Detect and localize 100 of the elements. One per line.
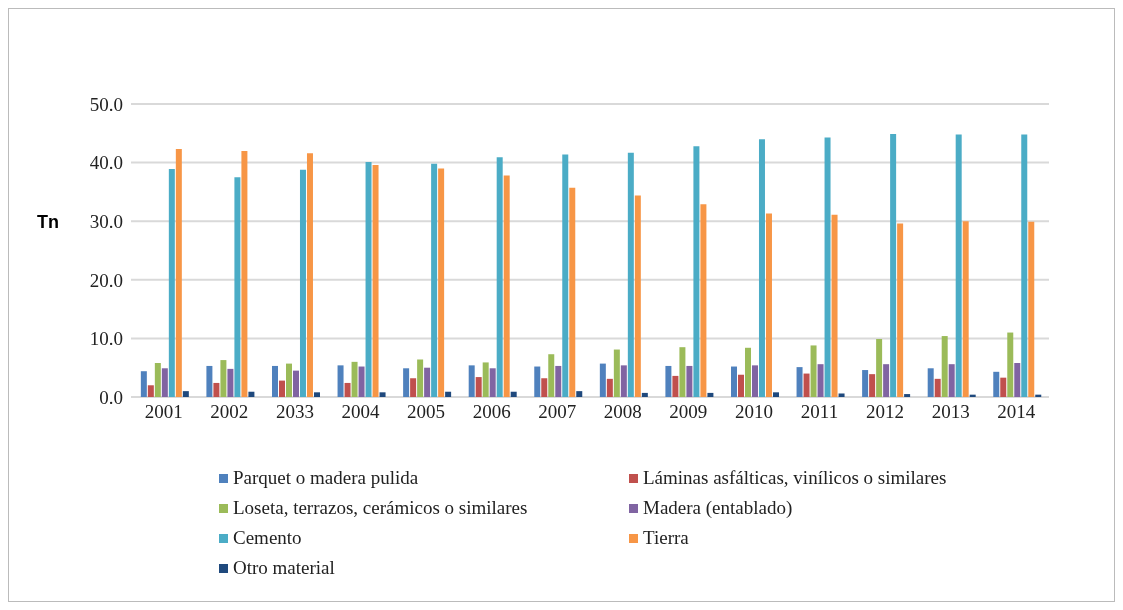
x-tick-label: 2006 bbox=[472, 401, 511, 423]
x-tick-label: 2004 bbox=[341, 401, 380, 423]
bar bbox=[417, 359, 424, 397]
bar bbox=[410, 378, 417, 397]
bar bbox=[672, 375, 679, 397]
bar bbox=[744, 347, 751, 397]
bar bbox=[613, 349, 620, 397]
bar bbox=[1014, 363, 1021, 397]
bar bbox=[292, 370, 299, 397]
bar bbox=[751, 365, 758, 397]
bar bbox=[213, 382, 220, 397]
x-tick-label: 2010 bbox=[734, 401, 773, 423]
bar bbox=[897, 223, 904, 397]
bar bbox=[606, 378, 613, 397]
bar bbox=[665, 365, 672, 397]
bar bbox=[796, 367, 803, 397]
bar bbox=[700, 204, 707, 397]
bar bbox=[948, 364, 955, 397]
bar bbox=[241, 150, 248, 397]
bar bbox=[548, 354, 555, 397]
bar bbox=[772, 392, 779, 397]
x-tick-label: 2008 bbox=[603, 401, 642, 423]
bar bbox=[824, 137, 831, 397]
bar bbox=[424, 367, 431, 397]
bar bbox=[693, 146, 700, 397]
x-tick-label: 2012 bbox=[866, 401, 905, 423]
bar bbox=[955, 134, 962, 397]
bar bbox=[468, 365, 475, 397]
bar bbox=[634, 195, 641, 397]
bar bbox=[1028, 221, 1035, 397]
bar bbox=[1021, 134, 1028, 397]
bar bbox=[883, 364, 890, 397]
x-tick-label: 2009 bbox=[669, 401, 708, 423]
bar bbox=[817, 364, 824, 397]
bar bbox=[904, 394, 911, 397]
bar bbox=[278, 380, 285, 397]
bar bbox=[541, 378, 548, 397]
x-tick-label: 2007 bbox=[538, 401, 577, 423]
bar bbox=[358, 366, 365, 397]
bar bbox=[365, 162, 372, 397]
bar bbox=[890, 133, 897, 397]
bar bbox=[271, 365, 278, 397]
bar bbox=[927, 368, 934, 397]
legend-label: Otro material bbox=[233, 557, 335, 579]
bar bbox=[876, 338, 883, 397]
bar bbox=[576, 391, 583, 397]
bar bbox=[445, 391, 452, 397]
bar bbox=[306, 153, 313, 397]
y-tick-label: 30.0 bbox=[89, 210, 123, 232]
y-tick-label: 20.0 bbox=[89, 269, 123, 291]
bar bbox=[620, 365, 627, 397]
bar bbox=[730, 366, 737, 397]
bar bbox=[758, 139, 765, 397]
bar bbox=[285, 363, 292, 397]
bar bbox=[344, 382, 351, 397]
bar bbox=[510, 391, 517, 397]
bar bbox=[154, 363, 161, 397]
bar bbox=[641, 392, 648, 397]
bar bbox=[220, 360, 227, 397]
bar bbox=[438, 168, 445, 397]
bar bbox=[707, 392, 714, 397]
bar bbox=[862, 370, 869, 397]
bar bbox=[599, 363, 606, 397]
bar bbox=[489, 368, 496, 397]
bar bbox=[534, 366, 541, 397]
bar bbox=[934, 378, 941, 397]
legend-label: Cemento bbox=[233, 527, 302, 549]
bar bbox=[810, 345, 817, 397]
bar bbox=[562, 154, 569, 397]
bar bbox=[175, 149, 182, 397]
bar bbox=[227, 368, 234, 397]
y-tick-label: 0.0 bbox=[99, 386, 123, 408]
bar bbox=[431, 163, 438, 397]
y-axis-title: Tn bbox=[37, 212, 59, 233]
x-tick-label: 2013 bbox=[931, 401, 970, 423]
bar bbox=[379, 392, 386, 397]
bar bbox=[140, 371, 147, 397]
x-tick-label: 2005 bbox=[407, 401, 446, 423]
bar bbox=[403, 368, 410, 397]
legend-label: Loseta, terrazos, cerámicos o similares bbox=[233, 497, 528, 519]
bar bbox=[765, 213, 772, 397]
bar bbox=[838, 393, 845, 397]
y-tick-label: 40.0 bbox=[89, 152, 123, 174]
bar bbox=[941, 336, 948, 397]
bar bbox=[147, 385, 154, 397]
bar bbox=[962, 221, 969, 397]
bar bbox=[168, 169, 175, 397]
bar bbox=[555, 365, 562, 397]
legend-label: Láminas asfálticas, vinílicos o similares bbox=[643, 467, 947, 489]
bar bbox=[679, 347, 686, 397]
bar bbox=[234, 177, 241, 397]
bar bbox=[737, 374, 744, 397]
legend-label: Parquet o madera pulida bbox=[233, 467, 419, 489]
x-tick-label: 2014 bbox=[997, 401, 1036, 423]
bar bbox=[372, 164, 379, 397]
bar bbox=[161, 368, 168, 397]
bar bbox=[496, 157, 503, 397]
bar bbox=[803, 373, 810, 397]
bar bbox=[248, 391, 255, 397]
bar bbox=[627, 152, 634, 397]
